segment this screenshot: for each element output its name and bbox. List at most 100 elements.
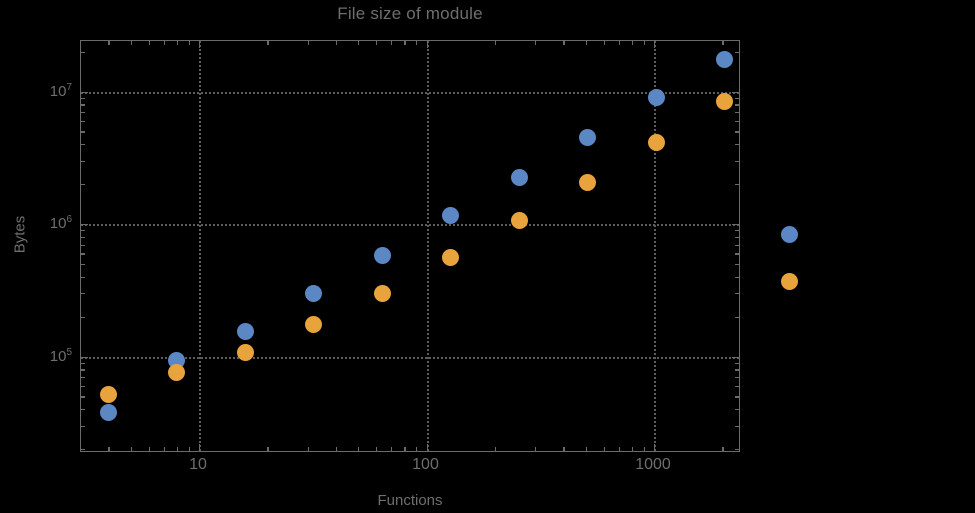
tick-x-minor <box>722 447 724 451</box>
tick-y-minor <box>735 144 739 146</box>
tick-x-minor <box>603 41 605 45</box>
legend-marker-blue[interactable] <box>780 225 798 243</box>
tick-y-10000000 <box>81 91 88 93</box>
tick-x-minor <box>416 447 418 451</box>
tick-x-minor <box>563 41 565 45</box>
data-point[interactable] <box>579 174 597 192</box>
x-tick-label-100: 100 <box>412 456 439 473</box>
tick-x-minor <box>188 41 190 45</box>
tick-x-minor <box>358 41 360 45</box>
tick-y-minor <box>81 409 85 411</box>
tick-x-10 <box>199 41 201 48</box>
y-tick-label-10000000: 107 <box>49 81 72 100</box>
data-point[interactable] <box>99 403 117 421</box>
data-point[interactable] <box>647 134 665 152</box>
gridline-x-100 <box>426 41 429 451</box>
tick-y-minor <box>81 316 85 318</box>
tick-x-minor <box>176 41 179 45</box>
y-tick-label-group: 105 106 107 <box>0 0 72 513</box>
data-point[interactable] <box>305 315 323 333</box>
tick-y-minor <box>81 236 85 239</box>
tick-x-minor <box>535 41 537 45</box>
tick-x-minor <box>108 41 110 45</box>
tick-y-minor <box>81 184 85 186</box>
data-point[interactable] <box>373 284 391 302</box>
tick-y-minor <box>81 385 85 388</box>
data-point[interactable] <box>168 363 186 381</box>
tick-x-minor <box>358 447 360 451</box>
gridline-x-1000 <box>654 41 656 451</box>
data-point[interactable] <box>305 284 323 302</box>
tick-y-minor <box>81 144 85 146</box>
tick-y-minor <box>735 396 739 398</box>
tick-y-minor <box>735 409 739 411</box>
tick-y-minor <box>735 104 739 106</box>
tick-x-minor <box>267 447 269 451</box>
chart-title: File size of module <box>337 4 483 23</box>
tick-y-minor <box>735 244 739 246</box>
data-point[interactable] <box>647 89 665 107</box>
tick-y-minor <box>735 97 739 99</box>
data-point[interactable] <box>716 50 734 68</box>
tick-x-1000 <box>654 41 656 48</box>
tick-y-100000 <box>732 356 739 358</box>
tick-x-minor <box>148 41 150 45</box>
tick-x-minor <box>494 41 497 45</box>
tick-y-minor <box>81 120 85 123</box>
tick-y-minor <box>735 263 739 266</box>
plot-area <box>80 40 740 452</box>
data-point[interactable] <box>510 168 528 186</box>
tick-x-minor <box>416 41 418 45</box>
data-point[interactable] <box>510 212 528 230</box>
tick-y-minor <box>735 184 739 186</box>
x-tick-label-1000: 1000 <box>635 456 671 473</box>
tick-y-minor <box>735 377 739 379</box>
tick-y-10000000 <box>732 91 739 93</box>
tick-y-minor <box>81 396 85 398</box>
gridline-y-10000000 <box>81 91 739 94</box>
tick-y-minor <box>81 362 85 364</box>
legend-marker-orange[interactable] <box>780 272 798 290</box>
tick-x-minor <box>176 447 179 451</box>
data-point[interactable] <box>373 246 391 264</box>
tick-x-minor <box>335 447 338 451</box>
data-point[interactable] <box>236 322 254 340</box>
tick-x-minor <box>130 447 132 451</box>
tick-x-minor <box>307 41 309 45</box>
tick-y-minor <box>735 236 739 239</box>
data-point[interactable] <box>442 207 460 225</box>
tick-x-minor <box>494 447 497 451</box>
tick-y-minor <box>735 385 739 388</box>
tick-x-minor <box>618 447 620 451</box>
tick-y-minor <box>81 276 85 278</box>
tick-x-minor <box>267 41 269 45</box>
x-axis-title: Functions <box>377 492 443 509</box>
tick-y-minor <box>81 104 85 106</box>
tick-y-minor <box>735 293 739 295</box>
tick-x-minor <box>722 41 724 45</box>
tick-x-minor <box>148 447 150 451</box>
tick-y-minor <box>81 293 85 295</box>
tick-y-minor <box>81 160 85 162</box>
data-point[interactable] <box>236 344 254 362</box>
y-tick-label-100000: 105 <box>49 346 72 365</box>
tick-x-minor <box>631 447 634 451</box>
tick-x-minor <box>643 41 645 45</box>
tick-y-minor <box>735 51 739 53</box>
tick-x-minor <box>163 447 165 451</box>
tick-y-minor <box>81 369 85 371</box>
tick-x-minor <box>563 447 565 451</box>
data-point[interactable] <box>442 248 460 266</box>
data-point[interactable] <box>716 93 734 111</box>
tick-x-100 <box>426 41 428 48</box>
tick-x-100 <box>426 444 428 451</box>
tick-x-minor <box>335 41 338 45</box>
data-point[interactable] <box>579 128 597 146</box>
tick-y-minor <box>81 263 85 266</box>
tick-y-minor <box>735 160 739 162</box>
tick-y-minor <box>735 131 739 133</box>
tick-y-minor <box>735 112 739 114</box>
data-point[interactable] <box>99 385 117 403</box>
tick-y-minor <box>735 449 739 451</box>
